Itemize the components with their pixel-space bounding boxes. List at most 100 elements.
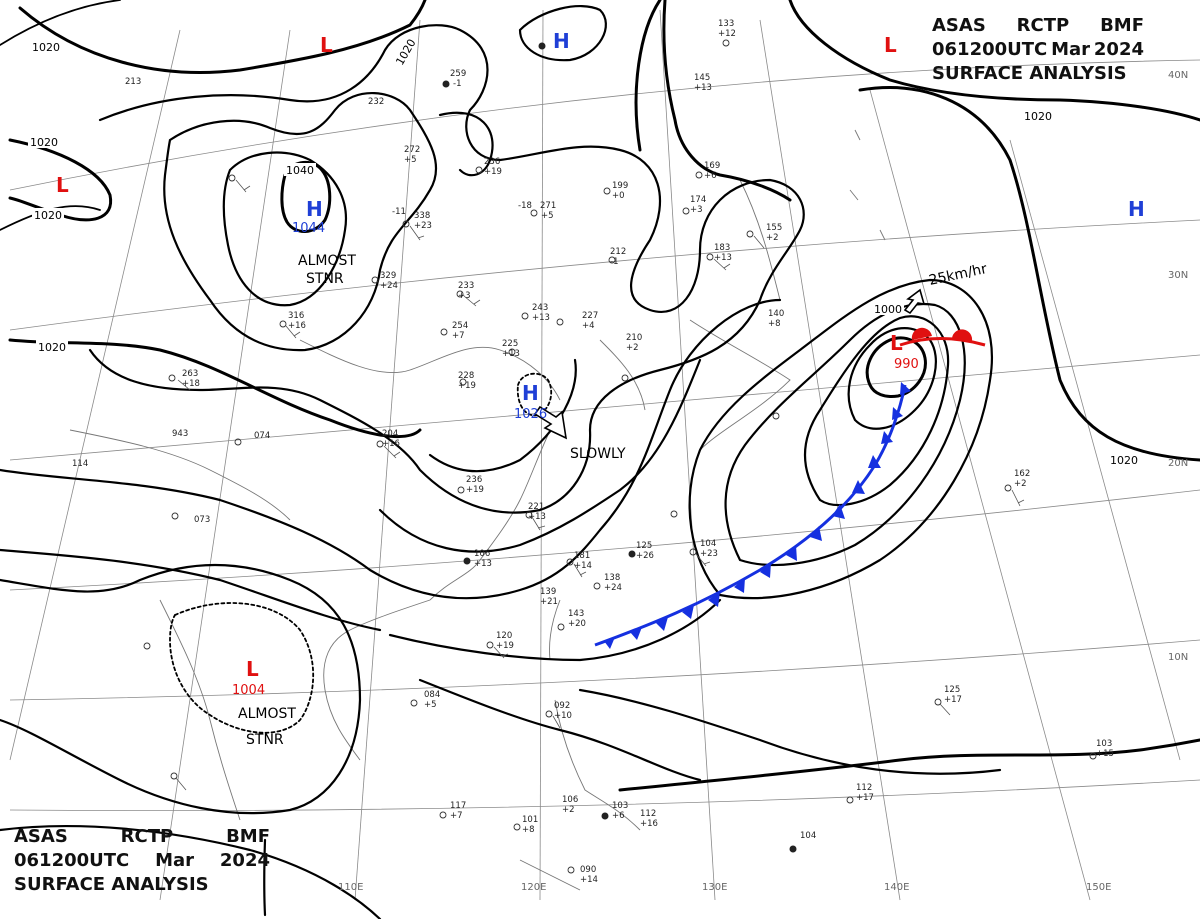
station-value: +19: [458, 381, 476, 391]
station-value: +4: [582, 321, 595, 331]
station-value: 199: [612, 181, 628, 191]
isobar-label: 1020: [1110, 454, 1138, 467]
chart-header-top: ASAS RCTP BMF 061200UTC Mar 2024 SURFACE…: [932, 14, 1144, 86]
annotation-text: ALMOST: [298, 253, 356, 269]
station-value: +26: [636, 551, 654, 561]
latitude-label: 30N: [1168, 270, 1188, 281]
high-center-value: 1044: [292, 221, 325, 236]
station-value: +16: [382, 439, 400, 449]
station-value: +13: [694, 83, 712, 93]
station-value: 338: [414, 211, 430, 221]
isobar-label: 1020: [1024, 110, 1052, 123]
low-center-symbol: L: [320, 33, 333, 57]
wind-barbs: [175, 179, 1025, 791]
longitude-label: 130E: [702, 882, 727, 893]
latitude-label: 20N: [1168, 458, 1188, 469]
station-value: -1: [453, 79, 461, 89]
station-value: +6: [704, 171, 717, 181]
station-value: 174: [690, 195, 706, 205]
high-center-value: 1026: [514, 407, 547, 422]
station-value: 254: [452, 321, 468, 331]
header-center: RCTP: [120, 826, 174, 847]
station-value: +19: [484, 167, 502, 177]
station-value: 106: [474, 549, 490, 559]
station-value: 138: [604, 573, 620, 583]
isobar-label: 1040: [286, 164, 314, 177]
station-value: +10: [554, 711, 572, 721]
header-time: 061200UTC: [932, 39, 1048, 60]
station-value: 125: [944, 685, 960, 695]
station-value: 329: [380, 271, 396, 281]
header-month: Mar: [155, 850, 195, 871]
station-value: +14: [574, 561, 592, 571]
station-value: -18: [518, 201, 532, 211]
header-center: RCTP: [1016, 15, 1070, 36]
station-value: 104: [700, 539, 716, 549]
station-value: +18: [182, 379, 200, 389]
header-title: SURFACE ANALYSIS: [14, 874, 209, 895]
high-center-symbol: H: [553, 29, 570, 53]
station-value: 236: [466, 475, 482, 485]
station-value: +7: [452, 331, 465, 341]
station-value: +3: [458, 291, 471, 301]
station-value: +2: [1014, 479, 1027, 489]
header-source: ASAS: [14, 826, 68, 847]
high-center-symbol: H: [522, 381, 539, 405]
longitude-label: 150E: [1086, 882, 1111, 893]
latitude-label: 10N: [1168, 652, 1188, 663]
station-value: +16: [640, 819, 658, 829]
header-time: 061200UTC: [14, 850, 130, 871]
header-bureau: BMF: [1100, 15, 1144, 36]
station-value: +21: [540, 597, 558, 607]
station-value: 316: [288, 311, 304, 321]
station-value: +13: [528, 512, 546, 522]
station-value: 271: [540, 201, 556, 211]
station-value: 139: [540, 587, 556, 597]
station-value: 243: [532, 303, 548, 313]
station-value: +7: [450, 811, 463, 821]
longitude-label: 110E: [338, 882, 363, 893]
station-value: +13: [714, 253, 732, 263]
high-center-symbol: H: [306, 197, 323, 221]
station-value: 943: [172, 429, 188, 439]
low-center-symbol: L: [246, 657, 259, 681]
station-value: 112: [640, 809, 656, 819]
station-value: +20: [568, 619, 586, 629]
station-value: 133: [718, 19, 734, 29]
station-value: 181: [574, 551, 590, 561]
low-center-value: 1004: [232, 683, 265, 698]
station-value: 084: [424, 690, 440, 700]
isobar-label: 1020: [32, 41, 60, 54]
station-value: +5: [424, 700, 437, 710]
station-value: +8: [768, 319, 781, 329]
header-month: Mar: [1051, 39, 1091, 60]
annotation-text: STNR: [306, 271, 344, 287]
latitude-label: 40N: [1168, 70, 1188, 81]
header-source: ASAS: [932, 15, 986, 36]
station-value: +2: [766, 233, 779, 243]
header-bureau: BMF: [226, 826, 270, 847]
station-value: 143: [568, 609, 584, 619]
station-value: 210: [626, 333, 642, 343]
isobar-label: 1020: [38, 341, 66, 354]
isobar-label: 1000: [874, 303, 902, 316]
coastlines: [69, 129, 886, 891]
station-value: 228: [458, 371, 474, 381]
longitude-label: 140E: [884, 882, 909, 893]
station-value: 092: [554, 701, 570, 711]
station-value: 169: [704, 161, 720, 171]
station-value: 112: [856, 783, 872, 793]
station-value: +24: [604, 583, 622, 593]
station-value: +2: [626, 343, 639, 353]
annotation-text: STNR: [246, 732, 284, 748]
station-value: 225: [502, 339, 518, 349]
station-value: +13: [502, 349, 520, 359]
isobar-label: 1020: [30, 136, 58, 149]
low-center-symbol: L: [890, 331, 903, 355]
station-value: 101: [522, 815, 538, 825]
warm-front: [899, 327, 986, 347]
low-center-symbol: L: [56, 173, 69, 197]
coordinate-labels: 110E 120E 130E 140E 150E 10N 20N 30N 40N: [338, 70, 1188, 893]
station-filled-markers: [442, 42, 797, 853]
